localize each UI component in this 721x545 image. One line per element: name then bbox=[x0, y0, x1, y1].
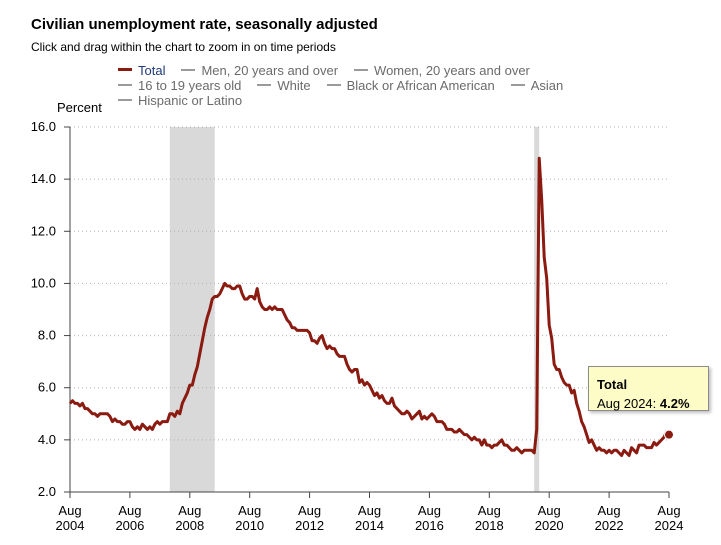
legend-swatch bbox=[510, 83, 525, 86]
legend-swatch bbox=[257, 83, 272, 86]
chart-title: Civilian unemployment rate, seasonally a… bbox=[31, 16, 378, 33]
chart-legend: Total Men, 20 years and over Women, 20 yea… bbox=[118, 63, 618, 108]
x-tick-label-year: 2016 bbox=[415, 518, 444, 533]
hover-tooltip: Total Aug 2024: 4.2% bbox=[588, 366, 709, 411]
recession-band bbox=[169, 127, 215, 492]
x-tick-label-month: Aug bbox=[418, 503, 441, 518]
x-tick-label-year: 2014 bbox=[355, 518, 384, 533]
legend-item-white[interactable]: White bbox=[257, 78, 311, 93]
legend-swatch bbox=[181, 68, 196, 71]
y-axis-label: Percent bbox=[57, 100, 102, 115]
series-line-total bbox=[68, 156, 671, 457]
x-tick-label-month: Aug bbox=[598, 503, 621, 518]
legend-label: Men, 20 years and over bbox=[201, 63, 339, 78]
legend-label: Asian bbox=[530, 78, 564, 93]
y-tick-label: 14.0 bbox=[31, 171, 56, 186]
y-tick-label: 6.0 bbox=[38, 380, 56, 395]
x-tick-label-month: Aug bbox=[118, 503, 141, 518]
legend-label: Hispanic or Latino bbox=[138, 93, 243, 108]
legend-label: Women, 20 years and over bbox=[374, 63, 530, 78]
x-tick-label-month: Aug bbox=[178, 503, 201, 518]
x-tick-label-year: 2018 bbox=[475, 518, 504, 533]
legend-item-women-20-years-and-over[interactable]: Women, 20 years and over bbox=[354, 63, 530, 78]
legend-item-total[interactable]: Total bbox=[118, 63, 165, 78]
x-tick-label-year: 2024 bbox=[655, 518, 684, 533]
highlighted-data-point bbox=[664, 429, 674, 440]
tooltip-line: Aug 2024: 4.2% bbox=[597, 396, 690, 411]
x-tick-label-month: Aug bbox=[238, 503, 261, 518]
x-tick-label-month: Aug bbox=[298, 503, 321, 518]
chart-subtitle: Click and drag within the chart to zoom … bbox=[31, 40, 336, 54]
legend-item-hispanic-or-latino[interactable]: Hispanic or Latino bbox=[118, 93, 242, 108]
legend-swatch bbox=[118, 68, 132, 72]
legend-item-16-to-19-years-old[interactable]: 16 to 19 years old bbox=[118, 78, 241, 93]
legend-swatch bbox=[326, 83, 341, 86]
x-tick-label-year: 2004 bbox=[56, 518, 85, 533]
legend-label: White bbox=[277, 78, 311, 93]
x-tick-label-year: 2012 bbox=[295, 518, 324, 533]
tooltip-date: Aug 2024: bbox=[597, 396, 657, 411]
legend-label: Black or African American bbox=[346, 78, 495, 93]
legend-item-black-or-african-american[interactable]: Black or African American bbox=[326, 78, 495, 93]
y-tick-label: 2.0 bbox=[38, 484, 56, 499]
x-tick-label-year: 2022 bbox=[595, 518, 624, 533]
x-tick-label-year: 2020 bbox=[535, 518, 564, 533]
y-tick-label: 8.0 bbox=[38, 328, 56, 343]
x-tick-label-month: Aug bbox=[358, 503, 381, 518]
legend-item-asian[interactable]: Asian bbox=[510, 78, 564, 93]
x-tick-label-year: 2008 bbox=[175, 518, 204, 533]
legend-label: 16 to 19 years old bbox=[138, 78, 242, 93]
legend-item-men-20-years-and-over[interactable]: Men, 20 years and over bbox=[181, 63, 338, 78]
legend-swatch bbox=[118, 98, 132, 101]
y-tick-label: 4.0 bbox=[38, 432, 56, 447]
tooltip-series-name: Total bbox=[597, 377, 628, 392]
y-tick-label: 10.0 bbox=[31, 275, 56, 290]
x-tick-label-month: Aug bbox=[657, 503, 680, 518]
axes-layer: 2.04.06.08.010.012.014.016.0Aug2004Aug20… bbox=[31, 119, 684, 533]
legend-label: Total bbox=[138, 63, 166, 78]
y-tick-label: 16.0 bbox=[31, 119, 56, 134]
legend-swatch bbox=[354, 68, 369, 71]
x-tick-label-month: Aug bbox=[538, 503, 561, 518]
recession-shading-layer bbox=[169, 127, 540, 492]
y-tick-label: 12.0 bbox=[31, 223, 56, 238]
tooltip-value: 4.2% bbox=[659, 396, 690, 411]
x-tick-label-year: 2010 bbox=[235, 518, 264, 533]
x-tick-label-month: Aug bbox=[478, 503, 501, 518]
x-tick-label-month: Aug bbox=[58, 503, 81, 518]
series-layer bbox=[68, 156, 674, 457]
gridlines-layer bbox=[70, 126, 669, 441]
x-tick-label-year: 2006 bbox=[115, 518, 144, 533]
legend-swatch bbox=[118, 83, 132, 86]
